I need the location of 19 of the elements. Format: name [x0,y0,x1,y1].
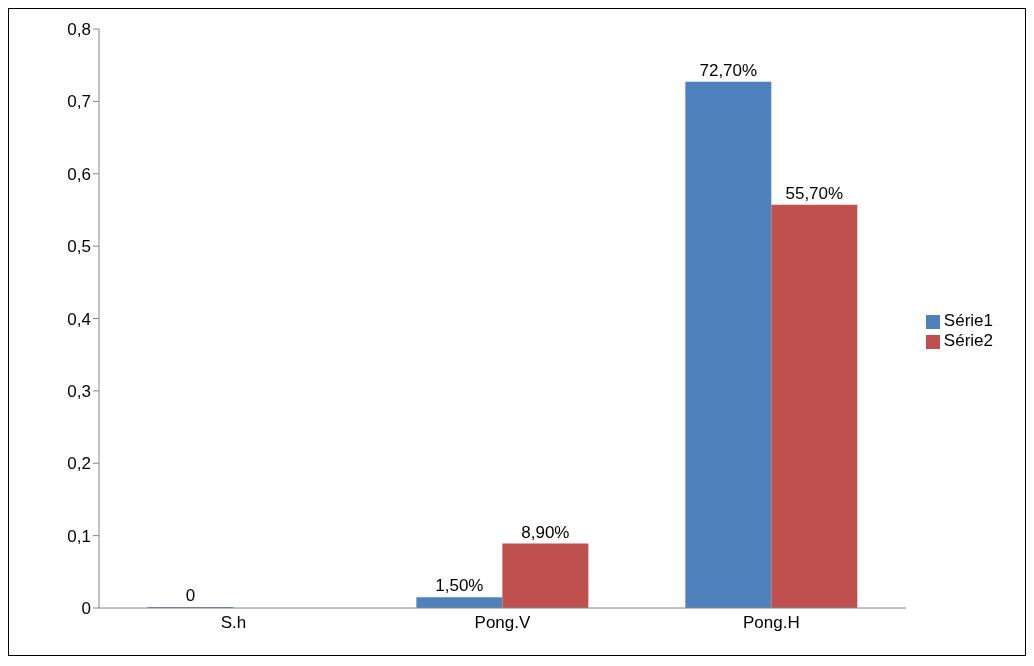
data-label: 8,90% [521,522,570,542]
y-tick-label: 0,1 [67,526,91,546]
data-label: 0 [185,586,196,605]
x-tick-label: Pong.V [474,613,531,633]
x-tick-label: Pong.H [743,613,800,633]
y-tick-label: 0,3 [67,381,91,401]
data-label: 1,50% [435,576,484,596]
data-label: 72,70% [699,60,758,80]
y-tick-label: 0,8 [67,20,91,40]
legend-label: Série1 [943,311,993,330]
y-tick-label: 0 [81,599,91,619]
data-label: 55,70% [785,183,844,203]
y-tick-label: 0,2 [67,454,91,474]
x-tick-label: S.h [220,613,247,633]
y-tick-label: 0,6 [67,164,91,184]
y-tick-label: 0,4 [67,309,91,329]
y-tick-label: 0,7 [67,92,91,112]
legend-label: Série2 [943,331,993,350]
y-tick-label: 0,5 [67,237,91,257]
